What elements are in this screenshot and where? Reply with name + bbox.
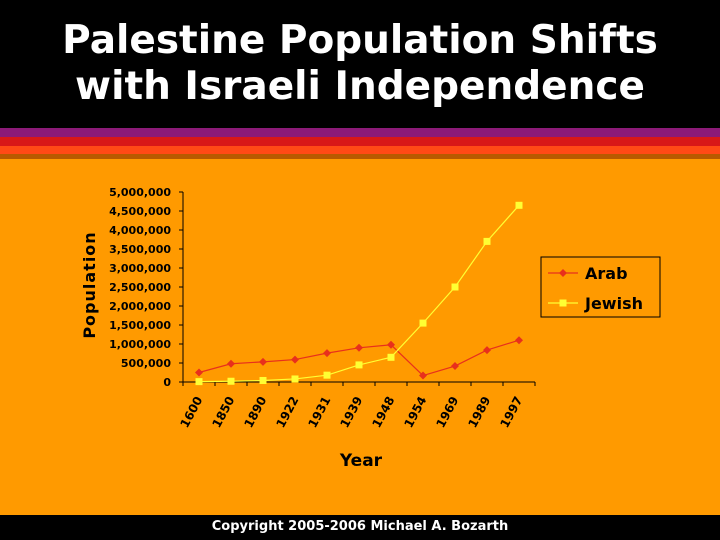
x-tick-label: 1939 [337,394,365,430]
x-tick-label: 1989 [465,394,493,430]
footer-bar [0,515,720,540]
y-tick-label: 1,000,000 [109,338,171,351]
arab-point [323,349,331,358]
y-tick-label: 3,000,000 [109,262,171,275]
legend-label: Jewish [584,294,643,313]
decorative-stripe [0,128,720,137]
legend-box [540,256,661,318]
title-line-2: with Israeli Independence [75,64,645,109]
arab-point [451,362,459,371]
y-tick-label: 2,500,000 [109,281,171,294]
jewish-point [355,361,363,369]
arab-point [291,355,299,364]
decorative-stripe [0,154,720,159]
decorative-stripe [0,146,720,154]
x-axis-label: Year [339,451,383,471]
jewish-point [451,283,459,291]
series-line-jewish [198,204,520,383]
x-tick-label: 1969 [433,394,461,430]
jewish-point [515,201,523,209]
jewish-point [291,375,299,383]
arab-point [419,371,427,380]
y-tick-label: 500,000 [121,357,171,370]
jewish-point [259,376,267,384]
x-tick-label: 1600 [177,394,205,430]
jewish-point [387,353,395,361]
x-tick-label: 1931 [305,394,333,430]
y-tick-label: 2,000,000 [109,300,171,313]
x-tick-label: 1948 [369,394,397,430]
copyright-text: Copyright 2005-2006 Michael A. Bozarth [211,519,509,534]
arab-point [355,343,363,352]
series-layer [195,201,523,386]
arab-point [227,359,235,368]
jewish-point [195,378,203,386]
title-line-1: Palestine Population Shifts [62,18,658,63]
y-tick-label: 4,000,000 [109,224,171,237]
x-axis-ticks: 1600 1850 1890 1922 1931 1939 1948 1954 1969 1989… [177,382,536,430]
y-tick-label: 4,500,000 [109,205,171,218]
jewish-point [419,319,427,327]
x-tick-label: 1850 [209,394,237,430]
arab-point [387,340,395,349]
jewish-point [323,371,331,379]
legend-label: Arab [585,264,628,283]
arab-point [515,336,523,345]
decorative-stripe [0,137,720,146]
x-tick-label: 1997 [497,394,525,430]
y-tick-label: 5,000,000 [109,186,171,199]
chart-area [0,159,720,515]
x-tick-label: 1954 [401,394,429,430]
jewish-point [227,377,235,385]
x-tick-label: 1890 [241,394,269,430]
slide-title: Palestine Population Shifts with Israeli… [0,18,720,110]
arab-point [259,357,267,366]
legend-marker [559,299,567,307]
jewish-point [483,237,491,245]
x-tick-label: 1922 [273,394,301,430]
y-tick-label: 3,500,000 [109,243,171,256]
arab-point [195,368,203,377]
title-area [0,0,720,128]
y-axis-label: Population [80,231,99,338]
legend: Arab Jewish [540,256,661,318]
legend-marker [559,269,567,277]
y-axis-ticks: 0 500,000 1,000,000 1,500,000 2,000,000 2,500… [109,186,183,389]
y-tick-label: 1,500,000 [109,319,171,332]
arab-point [483,346,491,355]
y-tick-label: 0 [163,376,171,389]
